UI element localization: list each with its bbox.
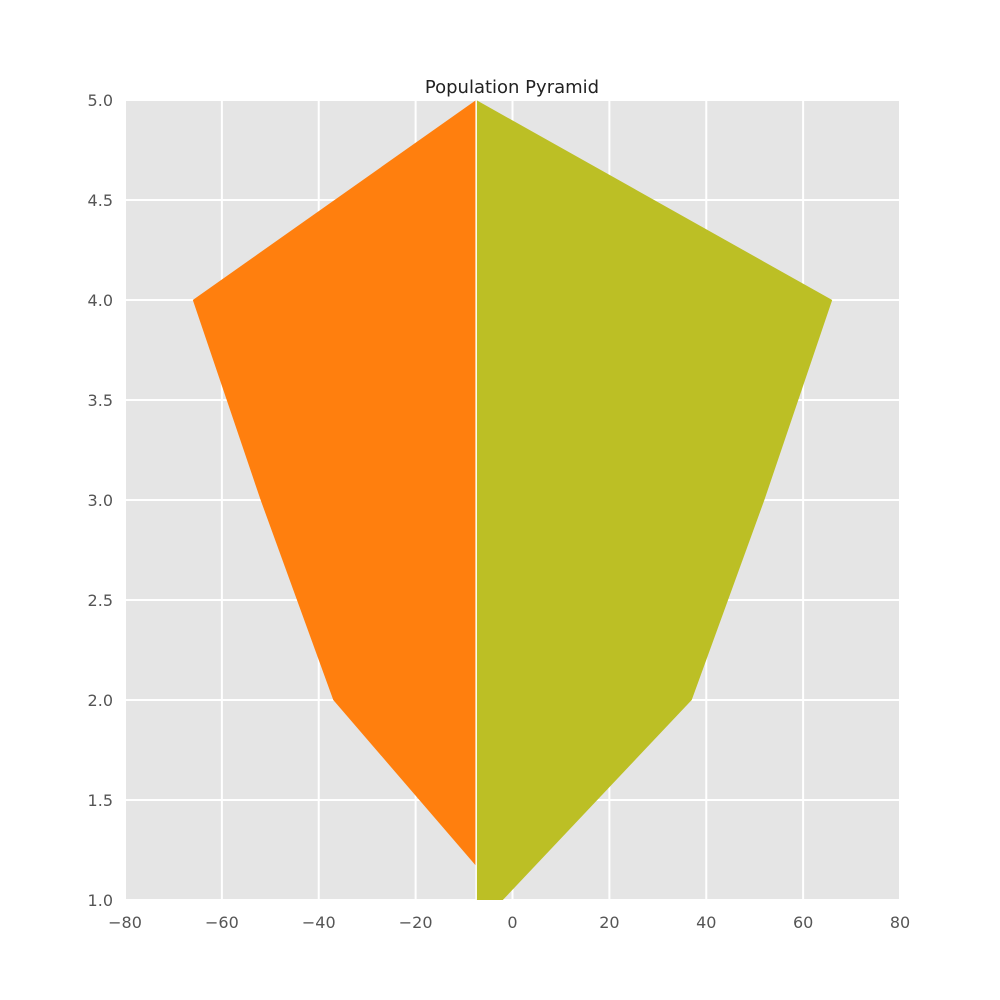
y-axis-ticks: 1.0 1.5 2.0 2.5 3.0 3.5 4.0 4.5 5.0 (88, 91, 113, 910)
x-tick-label: 40 (696, 913, 716, 932)
x-tick-label: 0 (507, 913, 517, 932)
x-axis-ticks: −80 −60 −40 −20 0 20 40 60 80 (108, 913, 910, 932)
x-tick-label: −60 (205, 913, 239, 932)
series-area-right (476, 100, 833, 900)
y-tick-label: 4.5 (88, 191, 113, 210)
series-layer (192, 100, 833, 900)
x-tick-label: −40 (302, 913, 336, 932)
x-tick-label: 60 (793, 913, 813, 932)
x-tick-label: 20 (599, 913, 619, 932)
y-tick-label: 1.5 (88, 791, 113, 810)
series-area-left (192, 100, 477, 866)
x-tick-label: −20 (399, 913, 433, 932)
y-tick-label: 3.5 (88, 391, 113, 410)
chart-title: Population Pyramid (425, 77, 599, 98)
y-tick-label: 2.0 (88, 691, 113, 710)
y-tick-label: 5.0 (88, 91, 113, 110)
y-tick-label: 3.0 (88, 491, 113, 510)
x-tick-label: 80 (890, 913, 910, 932)
x-tick-label: −80 (108, 913, 142, 932)
y-tick-label: 2.5 (88, 591, 113, 610)
y-tick-label: 1.0 (88, 891, 113, 910)
y-tick-label: 4.0 (88, 291, 113, 310)
